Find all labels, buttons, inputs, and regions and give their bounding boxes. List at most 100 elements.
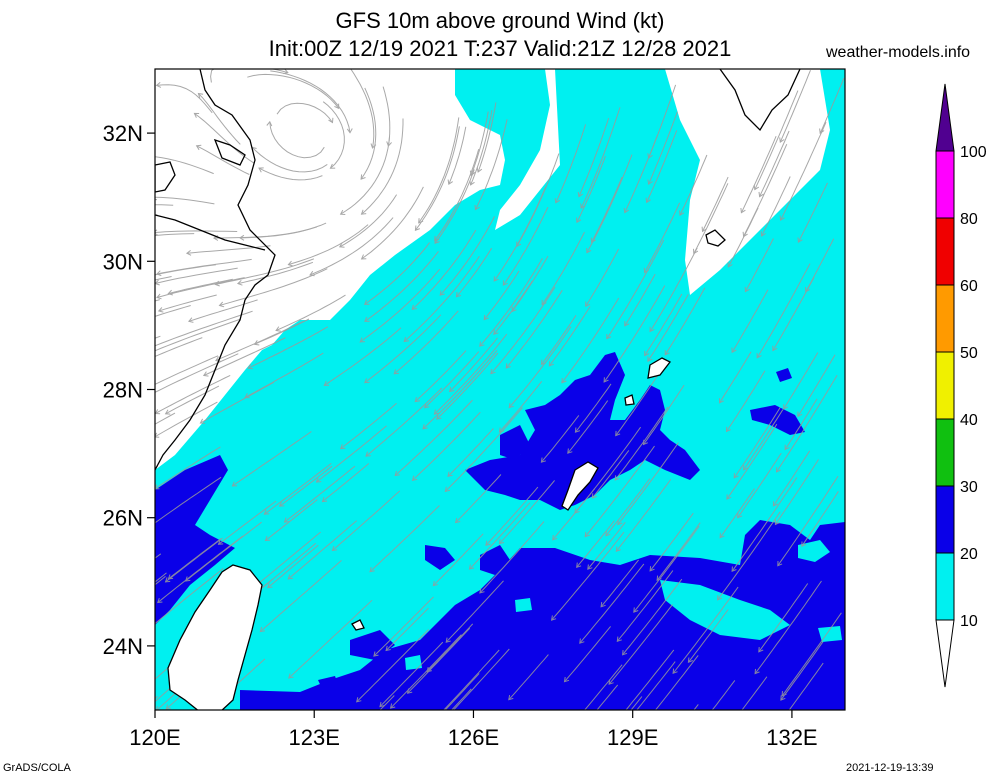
streamline-arrowhead: [389, 703, 396, 709]
streamline: [155, 412, 176, 425]
streamline: [424, 351, 480, 409]
streamline: [379, 641, 444, 707]
streamline: [155, 374, 231, 414]
streamline-arrowhead: [647, 153, 653, 159]
streamline-arrowhead: [561, 377, 567, 384]
streamline-arrowhead: [364, 378, 370, 384]
streamline: [772, 450, 811, 507]
wind-band-10-20: [798, 540, 830, 562]
streamline-arrowhead: [394, 470, 400, 477]
streamline-arrowhead: [403, 336, 409, 343]
streamline: [586, 154, 633, 253]
streamline-arrowhead: [287, 260, 294, 267]
streamline: [356, 629, 429, 703]
streamline: [508, 326, 572, 408]
streamline: [436, 352, 499, 420]
streamline: [759, 130, 790, 197]
streamline: [451, 688, 472, 710]
streamline-arrowhead: [373, 651, 379, 657]
streamline-arrowhead: [717, 595, 723, 601]
streamline-arrowhead: [360, 209, 367, 215]
streamline-arrowhead: [468, 564, 475, 570]
streamline-arrowhead: [157, 597, 163, 604]
streamline: [452, 648, 510, 710]
streamline-arrowhead: [287, 574, 293, 580]
streamline-arrowhead: [315, 477, 322, 483]
streamline-arrowhead: [731, 347, 737, 354]
streamline-arrowhead: [432, 580, 438, 587]
colorbar-label: 60: [960, 278, 978, 295]
wind-band-20-30: [500, 425, 530, 460]
streamline: [158, 294, 217, 312]
streamline: [616, 570, 674, 642]
streamline-arrowhead: [554, 198, 560, 204]
lat-tick-label: 32N: [103, 121, 143, 146]
colorbar-label: 50: [960, 345, 978, 362]
streamline: [664, 287, 706, 356]
streamline-arrowhead: [643, 267, 649, 274]
streamline-arrowhead: [288, 673, 294, 679]
streamline-arrowhead: [590, 237, 596, 244]
streamline: [434, 169, 475, 244]
streamline: [483, 270, 520, 320]
lat-tick-label: 30N: [103, 249, 143, 274]
streamline-arrowhead: [616, 636, 622, 643]
streamline: [422, 349, 498, 430]
streamline: [580, 107, 621, 209]
streamline: [644, 293, 683, 356]
streamline-arrowhead: [167, 574, 174, 580]
streamline: [415, 126, 460, 231]
streamline-arrowhead: [797, 237, 803, 243]
streamline: [656, 522, 701, 581]
streamline: [155, 199, 158, 201]
streamline-arrowhead: [339, 209, 346, 215]
streamline-arrowhead: [584, 531, 590, 538]
streamline-arrowhead: [649, 326, 655, 333]
streamline-arrowhead: [540, 359, 547, 366]
streamline-arrowhead: [436, 414, 442, 420]
streamline: [432, 533, 484, 586]
colorbar-label: 20: [960, 546, 978, 563]
streamline-arrowhead: [155, 229, 158, 236]
wind-band-20-30: [465, 352, 700, 510]
colorbar-band: [935, 351, 955, 420]
wind-band-20-30: [425, 545, 455, 570]
streamline-arrowhead: [608, 679, 614, 685]
streamline-arrowhead: [360, 254, 367, 260]
lat-tick-label: 28N: [103, 378, 143, 403]
streamline: [393, 310, 459, 375]
streamline: [269, 121, 325, 159]
streamline: [505, 289, 563, 369]
streamline: [247, 326, 329, 369]
streamline: [646, 130, 678, 203]
lon-tick-label: 132E: [766, 725, 817, 750]
streamline-arrowhead: [167, 289, 173, 296]
colorbar-label: 10: [960, 613, 978, 630]
streamline: [693, 183, 729, 254]
streamline: [541, 231, 585, 305]
streamline: [622, 578, 683, 656]
streamline-arrowhead: [329, 163, 336, 169]
streamline-arrowhead: [95, 601, 100, 605]
streamline: [200, 381, 275, 424]
streamline-arrowhead: [783, 404, 789, 410]
streamline: [608, 604, 673, 685]
streamline-arrowhead: [579, 638, 585, 644]
streamline: [564, 626, 611, 683]
streamline-arrowhead: [784, 444, 790, 451]
streamline: [339, 194, 398, 248]
streamline: [797, 182, 828, 243]
streamline-arrowhead: [469, 170, 476, 177]
streamline: [215, 258, 315, 285]
colorbar-band: [935, 552, 955, 621]
streamline: [754, 580, 822, 674]
streamline: [239, 226, 318, 239]
streamline: [508, 654, 549, 701]
streamline: [758, 583, 809, 653]
streamline: [754, 90, 799, 190]
streamline-arrowhead: [563, 676, 570, 683]
streamline-arrowhead: [247, 363, 253, 370]
streamline: [265, 499, 318, 541]
lat-tick-label: 24N: [103, 634, 143, 659]
